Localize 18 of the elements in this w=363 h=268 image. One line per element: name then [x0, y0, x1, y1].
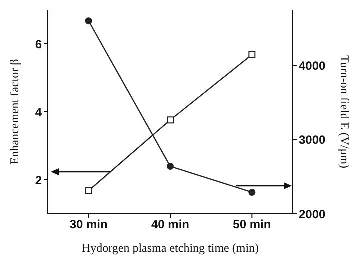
y-tick-label: 2 — [35, 173, 42, 188]
y2-axis-title: Turn-on field E (V/μm) — [338, 56, 352, 168]
x-tick-label: 30 min — [70, 218, 108, 232]
point — [167, 163, 174, 170]
point — [248, 188, 256, 196]
y-tick-label: 4 — [35, 105, 42, 120]
y-axis-title: Enhancement factor β — [7, 59, 22, 165]
y2-tick-label: 4000 — [299, 58, 326, 73]
y2-tick-label: 3000 — [299, 133, 326, 148]
point — [85, 187, 92, 194]
y2-tick-label: 2000 — [299, 207, 326, 222]
x-tick-label: 40 min — [151, 218, 190, 232]
x-axis-title: Hydorgen plasma etching time (min) — [82, 241, 260, 255]
point — [248, 51, 256, 58]
point — [167, 116, 174, 124]
point — [85, 18, 92, 25]
y-tick-label: 6 — [35, 37, 42, 52]
x-tick-label: 50 min — [233, 218, 272, 232]
